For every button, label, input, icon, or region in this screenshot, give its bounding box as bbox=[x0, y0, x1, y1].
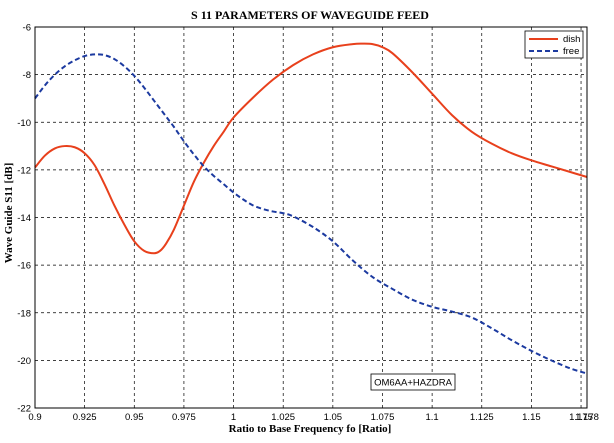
x-tick-label: 1.15 bbox=[522, 412, 541, 423]
y-tick-label: -16 bbox=[17, 261, 31, 272]
legend-box bbox=[524, 30, 584, 59]
x-tick-label: 1.1 bbox=[426, 412, 439, 423]
legend-label-dish: dish bbox=[563, 34, 580, 45]
x-tick-label: 0.9 bbox=[28, 412, 41, 423]
x-tick-label: 1.125 bbox=[470, 412, 494, 423]
y-tick-label: -20 bbox=[17, 356, 31, 367]
annotation-box: OM6AA+HAZDRA bbox=[370, 373, 456, 391]
x-tick-label: 0.975 bbox=[172, 412, 196, 423]
x-tick-label: 1.175 bbox=[569, 412, 593, 423]
series-line-dish bbox=[34, 42, 588, 255]
y-tick-label: -10 bbox=[17, 118, 31, 129]
annotation-text: OM6AA+HAZDRA bbox=[374, 378, 453, 389]
legend-label-free: free bbox=[563, 46, 579, 57]
y-axis-label: Wave Guide S11 [dB] bbox=[3, 163, 15, 264]
x-tick-label: 1.075 bbox=[371, 412, 395, 423]
tick-labels: 0.9 0.925 0.95 0.975 1 1.025 1.05 1.075 1.1 1.125… bbox=[17, 23, 599, 424]
annotation-frame bbox=[370, 373, 456, 391]
series-line-free bbox=[34, 53, 588, 375]
y-tick-label: -6 bbox=[23, 23, 31, 34]
y-tick-label: -18 bbox=[17, 308, 31, 319]
y-tick-label: -12 bbox=[17, 165, 31, 176]
legend: dish free bbox=[524, 30, 584, 59]
y-tick-label: -22 bbox=[17, 404, 31, 415]
chart-title: S 11 PARAMETERS OF WAVEGUIDE FEED bbox=[191, 8, 429, 22]
x-tick-label: 1.178 bbox=[575, 412, 599, 423]
x-axis-label: Ratio to Base Frequency fo [Ratio] bbox=[229, 423, 392, 435]
y-tick-label: -8 bbox=[23, 70, 31, 81]
y-tick-label: -14 bbox=[17, 213, 31, 224]
x-tick-label: 1.025 bbox=[271, 412, 295, 423]
grid bbox=[35, 27, 587, 408]
x-tick-label: 1.05 bbox=[324, 412, 343, 423]
series-layer bbox=[34, 42, 588, 375]
plot-frame bbox=[34, 26, 588, 409]
x-tick-label: 0.925 bbox=[73, 412, 97, 423]
x-tick-label: 0.95 bbox=[125, 412, 144, 423]
x-tick-label: 1 bbox=[231, 412, 236, 423]
